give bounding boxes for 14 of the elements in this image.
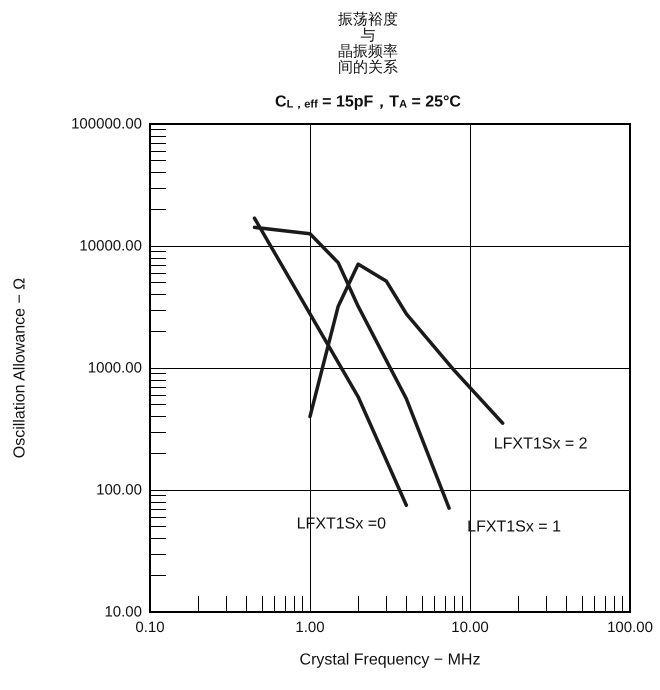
y-axis-title: Oscillation Allowance − Ω <box>12 278 28 458</box>
x-axis-title: Crystal Frequency − MHz <box>300 652 480 668</box>
y-tick-label: 10.00 <box>104 604 142 620</box>
x-tick-label: 1.00 <box>295 619 325 636</box>
chart-subtitle: CL，eff = 15pF，TA = 25°C <box>274 94 462 110</box>
y-tick-label: 10000.00 <box>79 238 142 254</box>
x-tick-label: 100.00 <box>607 619 653 636</box>
y-tick-label: 1000.00 <box>88 360 142 376</box>
series-label: LFXT1Sx = 2 <box>494 436 588 453</box>
y-tick-label: 100000.00 <box>71 116 142 132</box>
y-tick-label: 100.00 <box>96 482 142 498</box>
x-tick-label: 0.10 <box>135 619 165 636</box>
x-tick-label: 10.00 <box>451 619 489 636</box>
chart-title: 振荡裕度与晶振频率间的关系 <box>338 10 398 76</box>
